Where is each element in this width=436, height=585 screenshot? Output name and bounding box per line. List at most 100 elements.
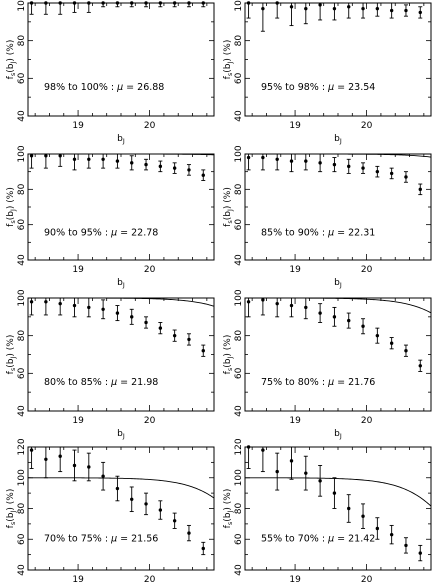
data-point <box>318 311 322 315</box>
y-tick-label: 100 <box>234 469 244 486</box>
data-point <box>347 5 351 9</box>
data-point <box>172 1 177 5</box>
data-point <box>375 333 380 338</box>
data-point <box>29 1 34 5</box>
y-tick-label: 60 <box>17 219 27 231</box>
data-point <box>29 448 34 452</box>
x-tick-label: 20 <box>144 416 156 426</box>
panel-5: 40 60 80 100 19 20 fs(bJ) (%) bJ 80% to 85% : μ … <box>6 289 215 440</box>
y-tick-label: 40 <box>17 110 27 122</box>
fit-curve <box>28 154 214 156</box>
data-point <box>115 159 120 163</box>
x-tick-label: 19 <box>289 265 301 275</box>
plot-frame <box>27 153 215 261</box>
data-point <box>246 155 251 160</box>
data-point <box>58 1 62 5</box>
y-tick-label: 60 <box>17 533 27 545</box>
y-tick-label: 80 <box>234 183 244 195</box>
data-point <box>389 532 394 537</box>
x-axis-label: bJ <box>334 134 342 145</box>
x-tick-label: 19 <box>289 575 301 585</box>
y-tick-label: 60 <box>234 72 244 84</box>
x-axis-label: bJ <box>334 278 342 289</box>
fit-curve <box>28 298 214 307</box>
y-tick-label: 120 <box>17 438 27 455</box>
panel-annotation: 85% to 90% : μ = 22.31 <box>261 228 375 239</box>
y-tick-label: 80 <box>17 503 27 515</box>
data-point <box>361 166 365 170</box>
data-point <box>246 445 251 449</box>
fit-curve <box>28 477 214 499</box>
data-point <box>201 546 205 551</box>
data-point <box>261 6 265 11</box>
data-point <box>187 531 191 535</box>
y-axis-label: fs(bJ) (%) <box>223 335 234 375</box>
x-tick-label: 20 <box>144 575 156 585</box>
data-point <box>261 298 265 302</box>
x-tick-label: 19 <box>72 416 84 426</box>
plot-frame <box>27 297 215 412</box>
data-point <box>246 300 251 304</box>
data-point <box>318 161 322 165</box>
y-tick-label: 100 <box>17 145 27 162</box>
x-axis-label: bJ <box>334 429 342 440</box>
data-point <box>44 1 48 5</box>
data-point <box>418 187 422 192</box>
data-point <box>304 6 308 11</box>
x-axis-label: bJ <box>117 278 125 289</box>
data-point <box>332 315 337 319</box>
data-point <box>201 1 205 5</box>
data-point <box>304 471 308 475</box>
data-point <box>404 175 408 179</box>
panel-6: 40 60 80 100 19 20 fs(bJ) (%) bJ 75% to 80% : μ … <box>223 289 432 440</box>
data-point <box>115 486 120 491</box>
y-tick-label: 40 <box>234 110 244 122</box>
panel-annotation: 95% to 98% : μ = 23.54 <box>261 82 375 93</box>
y-tick-label: 60 <box>234 533 244 545</box>
y-tick-label: 40 <box>234 254 244 266</box>
data-point <box>389 341 394 345</box>
y-tick-label: 100 <box>17 0 27 12</box>
x-tick-label: 19 <box>72 121 84 131</box>
plot-frame <box>244 153 432 261</box>
data-point <box>418 551 422 555</box>
data-point <box>347 318 351 323</box>
data-point <box>289 5 294 9</box>
data-point <box>375 169 380 174</box>
plot-frame <box>244 297 432 412</box>
data-point <box>144 320 148 325</box>
y-tick-label: 80 <box>17 35 27 47</box>
data-point <box>144 162 148 167</box>
x-tick-label: 20 <box>144 121 156 131</box>
data-point <box>304 159 308 163</box>
y-axis-label: fs(bJ) (%) <box>6 489 17 529</box>
y-tick-label: 100 <box>234 145 244 162</box>
data-point <box>304 305 308 310</box>
y-tick-label: 80 <box>234 503 244 515</box>
y-tick-label: 80 <box>17 183 27 195</box>
y-tick-label: 40 <box>17 254 27 266</box>
data-point <box>275 469 279 474</box>
data-point <box>318 479 322 483</box>
data-point <box>29 154 34 158</box>
data-point <box>187 1 191 5</box>
y-axis-label: fs(bJ) (%) <box>223 187 234 227</box>
data-point <box>418 10 422 15</box>
data-point <box>332 6 337 11</box>
panel-annotation: 70% to 75% : μ = 21.56 <box>44 534 158 545</box>
y-tick-label: 80 <box>17 330 27 342</box>
data-point <box>275 301 279 306</box>
x-axis-label: bJ <box>117 429 125 440</box>
panel-3: 40 60 80 100 19 20 fs(bJ) (%) bJ 90% to 95% : μ … <box>6 145 215 289</box>
data-point <box>375 6 380 11</box>
data-point <box>87 157 91 161</box>
data-point <box>44 457 48 461</box>
data-point <box>158 164 163 169</box>
data-point <box>261 448 265 452</box>
data-point <box>172 166 177 170</box>
data-point <box>275 1 279 5</box>
data-point <box>158 508 163 512</box>
